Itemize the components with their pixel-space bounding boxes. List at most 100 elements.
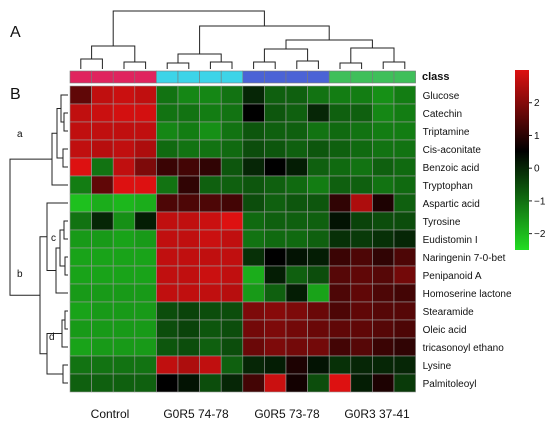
heatmap-cell xyxy=(177,103,200,123)
heatmap-cell xyxy=(91,229,114,249)
heatmap-cell xyxy=(220,283,244,303)
heatmap-cell xyxy=(328,193,352,213)
heatmap-cell xyxy=(285,229,308,249)
heatmap-cell xyxy=(307,175,330,195)
class-bar-cell xyxy=(393,70,416,84)
heatmap-cell xyxy=(199,193,222,213)
heatmap-cell xyxy=(177,85,200,105)
heatmap-cell xyxy=(285,283,308,303)
heatmap-cell xyxy=(220,337,244,357)
dendrogram-link xyxy=(62,148,68,168)
heatmap-cell xyxy=(393,283,416,303)
heatmap-cell xyxy=(393,265,416,285)
heatmap-cell xyxy=(393,373,416,393)
heatmap-cell xyxy=(393,121,416,141)
heatmap-cell xyxy=(242,229,265,249)
heatmap-cell xyxy=(328,211,352,231)
heatmap-cell xyxy=(242,373,265,393)
dendrogram-link xyxy=(112,10,265,46)
heatmap-cell xyxy=(199,157,222,177)
heatmap-cell xyxy=(307,121,330,141)
row-labels: Glucose Catechin Triptamine Cis-aconitate Be… xyxy=(423,91,512,390)
heatmap-cell xyxy=(307,301,330,321)
heatmap-cell xyxy=(220,157,244,177)
row-label: Triptamine xyxy=(423,127,470,138)
class-bar-cell xyxy=(156,70,179,84)
heatmap-cell xyxy=(134,193,157,213)
heatmap-cell xyxy=(328,121,352,141)
heatmap-cell xyxy=(328,301,352,321)
heatmap-cell xyxy=(393,301,416,321)
dendrogram-link xyxy=(51,132,68,186)
heatmap-cell xyxy=(328,175,352,195)
heatmap-cell xyxy=(264,283,287,303)
heatmap-cell xyxy=(220,373,244,393)
heatmap-cell xyxy=(285,301,308,321)
heatmap-cell xyxy=(307,229,330,249)
row-label: Oleic acid xyxy=(423,325,467,336)
heatmap-cell xyxy=(69,355,92,375)
heatmap-cell xyxy=(220,193,244,213)
heatmap-cell xyxy=(220,229,244,249)
heatmap-cell xyxy=(350,319,373,339)
heatmap-cell xyxy=(91,373,114,393)
heatmap-cell xyxy=(328,139,352,159)
heatmap-cell xyxy=(134,121,157,141)
heatmap-cell xyxy=(393,139,416,159)
group-label: G0R5 74-78 xyxy=(163,407,229,421)
heatmap-cell xyxy=(69,211,92,231)
heatmap-cell xyxy=(91,85,114,105)
heatmap-cell xyxy=(69,229,92,249)
heatmap-cell xyxy=(285,85,308,105)
heatmap-cell xyxy=(285,373,308,393)
heatmap-cell xyxy=(177,157,200,177)
dendrogram-link xyxy=(55,247,68,294)
heatmap-cell xyxy=(177,319,200,339)
heatmap-cell xyxy=(220,247,244,267)
row-label: Eudistomin I xyxy=(423,235,478,246)
heatmap-cell xyxy=(372,103,395,123)
heatmap-cell xyxy=(242,103,265,123)
heatmap-cell xyxy=(69,319,92,339)
heatmap-cell xyxy=(156,157,179,177)
heatmap-cell xyxy=(156,319,179,339)
dendrogram-link xyxy=(80,58,103,69)
row-cluster-label-b: b xyxy=(17,269,23,280)
heatmap-cell xyxy=(177,121,200,141)
heatmap-cell xyxy=(134,229,157,249)
heatmap-cell xyxy=(177,355,200,375)
heatmap-cell xyxy=(199,283,222,303)
heatmap-cell xyxy=(372,247,395,267)
heatmap-cell xyxy=(285,211,308,231)
dendrogram-link xyxy=(63,112,68,132)
heatmap-cell xyxy=(112,157,136,177)
color-legend-ticks: 2 1 0 −1 −2 xyxy=(529,98,546,240)
heatmap-cell xyxy=(177,283,200,303)
heatmap-cell xyxy=(393,103,416,123)
heatmap-cell xyxy=(91,139,114,159)
legend-tick-label: −1 xyxy=(534,196,546,207)
dendrogram-link xyxy=(64,310,68,330)
heatmap-cell xyxy=(134,283,157,303)
heatmap-cell xyxy=(264,175,287,195)
heatmap-cell xyxy=(285,193,308,213)
heatmap-cell xyxy=(307,355,330,375)
heatmap-cell xyxy=(112,229,136,249)
heatmap-cell xyxy=(134,103,157,123)
heatmap-cell xyxy=(69,301,92,321)
heatmap-cell xyxy=(307,211,330,231)
heatmap-cell xyxy=(69,157,92,177)
heatmap-cell xyxy=(112,211,136,231)
heatmap-cell xyxy=(264,247,287,267)
heatmap-cell xyxy=(393,211,416,231)
heatmap-cell xyxy=(134,337,157,357)
heatmap-cell xyxy=(350,175,373,195)
heatmap-cell xyxy=(112,283,136,303)
heatmap-cell xyxy=(69,247,92,267)
class-bar-cell xyxy=(242,70,265,84)
heatmap-cell xyxy=(242,121,265,141)
heatmap-cell xyxy=(112,265,136,285)
heatmap-cell xyxy=(350,301,373,321)
row-cluster-label-d: d xyxy=(49,332,55,343)
legend-tick-label: 1 xyxy=(534,131,540,142)
